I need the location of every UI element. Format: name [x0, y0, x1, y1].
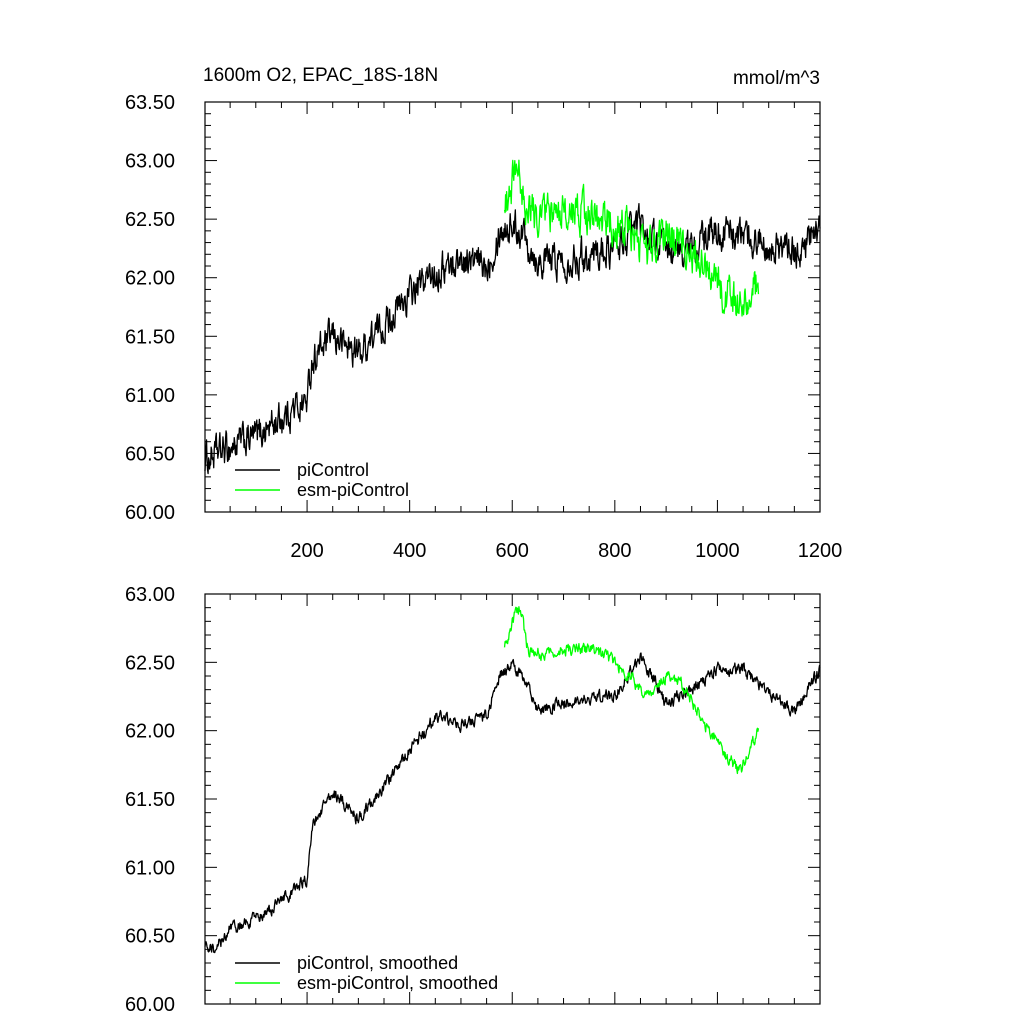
- legend-label: esm-piControl: [297, 480, 409, 500]
- legend-label: piControl, smoothed: [297, 953, 458, 973]
- y-tick-label: 60.00: [125, 502, 175, 524]
- y-tick-label: 62.50: [125, 652, 175, 674]
- y-tick-label: 62.00: [125, 268, 175, 290]
- top-series-group: [204, 159, 821, 475]
- y-tick-label: 60.00: [125, 994, 175, 1016]
- top-axes: 200 400 600 800 1000 1200 60.00 60.50 61.00 61.50…: [125, 92, 842, 562]
- y-tick-label: 61.50: [125, 789, 175, 811]
- x-tick-label: 1000: [695, 540, 740, 562]
- series-line-picontrol: [204, 203, 821, 475]
- y-tick-label: 60.50: [125, 443, 175, 465]
- chart-units-label: mmol/m^3: [733, 68, 820, 89]
- series-line-esm-picontrol: [503, 159, 760, 317]
- x-tick-label: 200: [290, 540, 323, 562]
- y-tick-label: 62.50: [125, 209, 175, 231]
- legend-label: esm-piControl, smoothed: [297, 973, 498, 993]
- y-tick-label: 63.00: [125, 151, 175, 173]
- x-tick-label: 800: [598, 540, 631, 562]
- series-line-esm-picontrol: [503, 606, 760, 775]
- bottom-axes: 60.00 60.50 61.00 61.50 62.00 62.50 63.00: [125, 584, 821, 1016]
- y-tick-label: 62.00: [125, 721, 175, 743]
- y-tick-label: 61.00: [125, 857, 175, 879]
- x-tick-label: 600: [496, 540, 529, 562]
- bottom-series-group: [204, 606, 821, 954]
- x-tick-label: 1200: [798, 540, 843, 562]
- legend-label: piControl: [297, 460, 369, 480]
- y-tick-label: 61.50: [125, 326, 175, 348]
- y-tick-label: 63.00: [125, 584, 175, 606]
- series-line-picontrol: [204, 652, 821, 954]
- chart-title: 1600m O2, EPAC_18S-18N: [203, 65, 438, 86]
- y-tick-label: 61.00: [125, 385, 175, 407]
- plot-frame: [204, 593, 821, 1005]
- top-chart-panel: 1600m O2, EPAC_18S-18N mmol/m^3 200 400 60…: [125, 65, 842, 562]
- x-tick-label: 400: [393, 540, 426, 562]
- y-tick-label: 63.50: [125, 92, 175, 114]
- bottom-chart-panel: 60.00 60.50 61.00 61.50 62.00 62.50 63.00 piCo…: [125, 584, 821, 1016]
- y-tick-label: 60.50: [125, 926, 175, 948]
